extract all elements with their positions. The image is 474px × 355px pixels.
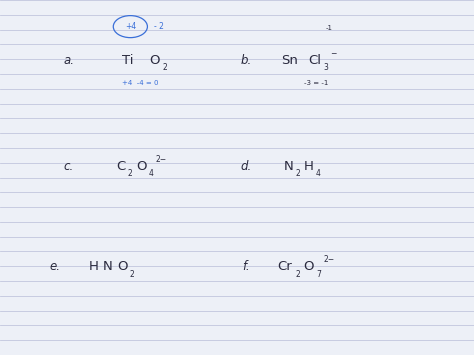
Text: Sn: Sn: [281, 54, 298, 67]
Text: H: H: [304, 160, 314, 173]
Text: d.: d.: [241, 160, 252, 173]
Text: 2: 2: [128, 169, 132, 179]
Text: N: N: [283, 160, 293, 173]
Text: 2−: 2−: [155, 154, 167, 164]
Text: 4: 4: [149, 169, 154, 179]
Text: a.: a.: [63, 54, 74, 67]
Text: b.: b.: [241, 54, 252, 67]
Text: 3: 3: [324, 63, 328, 72]
Text: 2: 2: [130, 269, 135, 279]
Text: Cl: Cl: [309, 54, 322, 67]
Text: +4  -4 = 0: +4 -4 = 0: [121, 81, 158, 86]
Text: O: O: [149, 54, 159, 67]
Text: +4: +4: [125, 22, 136, 31]
Text: 2: 2: [295, 269, 300, 279]
Text: 2: 2: [295, 169, 300, 179]
Text: 4: 4: [316, 169, 321, 179]
Text: O: O: [117, 261, 128, 273]
Text: - 2: - 2: [154, 22, 164, 31]
Text: f.: f.: [243, 261, 250, 273]
Text: Ti: Ti: [122, 54, 134, 67]
Text: 2: 2: [163, 63, 167, 72]
Text: H: H: [89, 261, 99, 273]
Text: -3 = -1: -3 = -1: [304, 81, 329, 86]
Text: O: O: [136, 160, 146, 173]
Text: 7: 7: [316, 269, 321, 279]
Text: N: N: [103, 261, 113, 273]
Text: -1: -1: [326, 26, 333, 31]
Text: Cr: Cr: [277, 261, 292, 273]
Text: C: C: [116, 160, 126, 173]
Text: O: O: [303, 261, 314, 273]
Text: 2−: 2−: [323, 255, 335, 264]
Text: c.: c.: [64, 160, 74, 173]
Text: e.: e.: [49, 261, 60, 273]
Text: −: −: [330, 49, 337, 59]
